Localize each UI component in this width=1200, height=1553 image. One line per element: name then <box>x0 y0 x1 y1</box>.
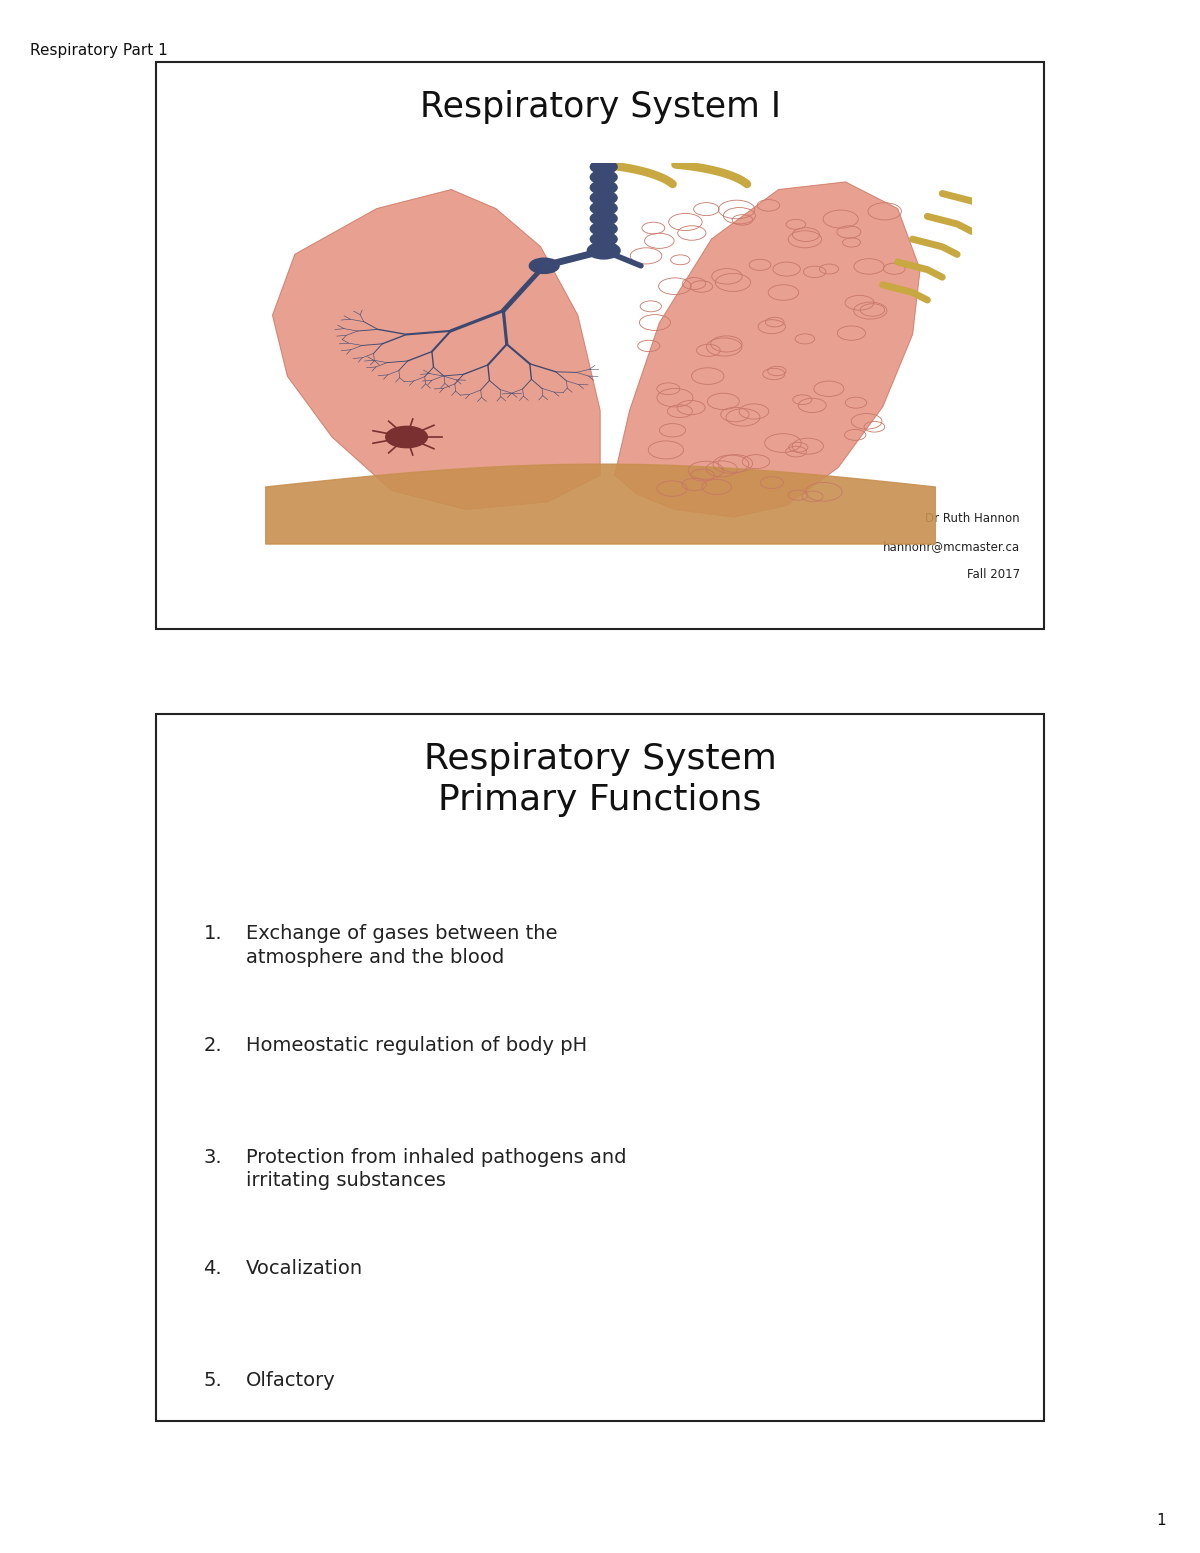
Text: Protection from inhaled pathogens and
irritating substances: Protection from inhaled pathogens and ir… <box>246 1148 626 1190</box>
Text: 1: 1 <box>1157 1513 1166 1528</box>
Text: Dr Ruth Hannon: Dr Ruth Hannon <box>925 512 1020 525</box>
Text: Vocalization: Vocalization <box>246 1259 364 1278</box>
Circle shape <box>590 202 617 214</box>
Text: 1.: 1. <box>203 924 222 943</box>
Circle shape <box>529 258 559 273</box>
Text: Homeostatic regulation of body pH: Homeostatic regulation of body pH <box>246 1036 587 1054</box>
Text: 3.: 3. <box>203 1148 222 1166</box>
Text: Fall 2017: Fall 2017 <box>967 568 1020 581</box>
Text: 4.: 4. <box>203 1259 222 1278</box>
Circle shape <box>590 160 617 174</box>
Circle shape <box>385 427 427 447</box>
Text: Exchange of gases between the
atmosphere and the blood: Exchange of gases between the atmosphere… <box>246 924 558 966</box>
Text: Respiratory System
Primary Functions: Respiratory System Primary Functions <box>424 742 776 817</box>
Circle shape <box>590 211 617 225</box>
Text: 2.: 2. <box>203 1036 222 1054</box>
Circle shape <box>590 233 617 245</box>
Circle shape <box>590 222 617 236</box>
FancyBboxPatch shape <box>156 714 1044 1421</box>
Circle shape <box>590 171 617 185</box>
Circle shape <box>590 180 617 194</box>
Text: Respiratory Part 1: Respiratory Part 1 <box>30 43 168 59</box>
Circle shape <box>590 191 617 205</box>
Text: Olfactory: Olfactory <box>246 1371 336 1390</box>
Text: Respiratory System I: Respiratory System I <box>420 90 780 124</box>
Polygon shape <box>272 189 600 509</box>
Text: hannonr@mcmaster.ca: hannonr@mcmaster.ca <box>883 540 1020 553</box>
Circle shape <box>587 242 620 259</box>
Text: 5.: 5. <box>203 1371 222 1390</box>
FancyBboxPatch shape <box>156 62 1044 629</box>
Polygon shape <box>614 182 920 517</box>
